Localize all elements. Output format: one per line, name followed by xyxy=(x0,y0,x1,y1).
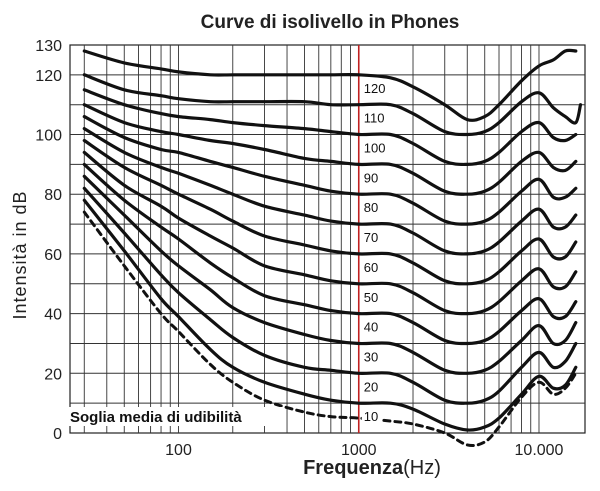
curve-label-background xyxy=(361,80,390,95)
curve-label-background xyxy=(361,319,382,334)
loudness-curve-120 xyxy=(82,48,578,122)
x-axis-ticks: 100 1000 10.000 xyxy=(165,442,563,459)
loudness-curve-20 xyxy=(82,186,578,405)
y-tick-label: 130 xyxy=(35,38,62,55)
loudness-curve-40 xyxy=(82,162,578,346)
curve-label-120: 120 xyxy=(364,81,386,96)
curve-label-10: 10 xyxy=(364,409,378,424)
curve-label-70: 70 xyxy=(364,230,378,245)
loudness-curve-90 xyxy=(82,103,578,196)
loudness-curve-10 xyxy=(82,198,578,432)
curve-label-background xyxy=(361,200,382,215)
curve-label-110: 110 xyxy=(364,111,385,126)
threshold-curve xyxy=(82,210,578,447)
y-tick-label: 80 xyxy=(44,187,62,204)
curve-label-100: 100 xyxy=(364,141,386,156)
curve-label-background xyxy=(361,170,382,185)
loudness-curve-60 xyxy=(82,138,578,286)
x-axis-label-unit: (Hz) xyxy=(403,457,441,479)
x-axis-label-main: Frequenza xyxy=(303,457,404,479)
curve-label-background xyxy=(361,110,390,125)
curve-label-background xyxy=(361,349,382,364)
curve-label-background xyxy=(361,409,382,424)
y-tick-label: 60 xyxy=(44,247,62,264)
curve-label-40: 40 xyxy=(364,320,378,335)
loudness-curve-50 xyxy=(82,150,578,316)
curve-label-layer: Soglia media di udibilità 10 20 30 40 50 60 70 8… xyxy=(66,80,390,426)
plot-frame xyxy=(69,44,586,434)
curve-label-90: 90 xyxy=(364,170,378,185)
y-tick-label: 40 xyxy=(44,307,62,324)
threshold-label: Soglia media di udibilità xyxy=(70,409,242,426)
loudness-curve-110 xyxy=(82,73,583,137)
y-tick-label: 100 xyxy=(35,128,62,145)
curve-label-60: 60 xyxy=(364,260,378,275)
y-axis-label: Intensità in dB xyxy=(10,190,30,319)
y-tick-label: 120 xyxy=(35,68,62,85)
x-axis-label: Frequenza(Hz) xyxy=(303,457,441,479)
x-tick-label: 1000 xyxy=(341,442,377,459)
curve-label-80: 80 xyxy=(364,200,378,215)
y-tick-label: 0 xyxy=(53,426,62,443)
curve-label-20: 20 xyxy=(364,379,378,394)
curve-label-background xyxy=(361,289,382,304)
loudness-curve-80 xyxy=(82,115,578,226)
chart-curves xyxy=(82,48,583,447)
y-tick-label: 20 xyxy=(44,366,62,383)
loudness-curve-100 xyxy=(82,88,578,167)
loudness-curve-70 xyxy=(82,127,578,256)
chart-title: Curve di isolivello in Phones xyxy=(201,12,460,33)
curve-label-background xyxy=(361,259,382,274)
x-tick-label: 100 xyxy=(165,442,192,459)
curve-label-background xyxy=(361,379,382,394)
curve-label-background xyxy=(361,230,382,245)
curve-label-30: 30 xyxy=(364,349,378,364)
y-axis-ticks: 0 20 40 60 80 100 120 130 xyxy=(35,38,62,443)
x-tick-label: 10.000 xyxy=(515,442,564,459)
curve-label-50: 50 xyxy=(364,290,378,305)
loudness-curve-30 xyxy=(82,174,578,375)
curve-label-background xyxy=(361,140,390,155)
threshold-label-background xyxy=(66,407,284,426)
